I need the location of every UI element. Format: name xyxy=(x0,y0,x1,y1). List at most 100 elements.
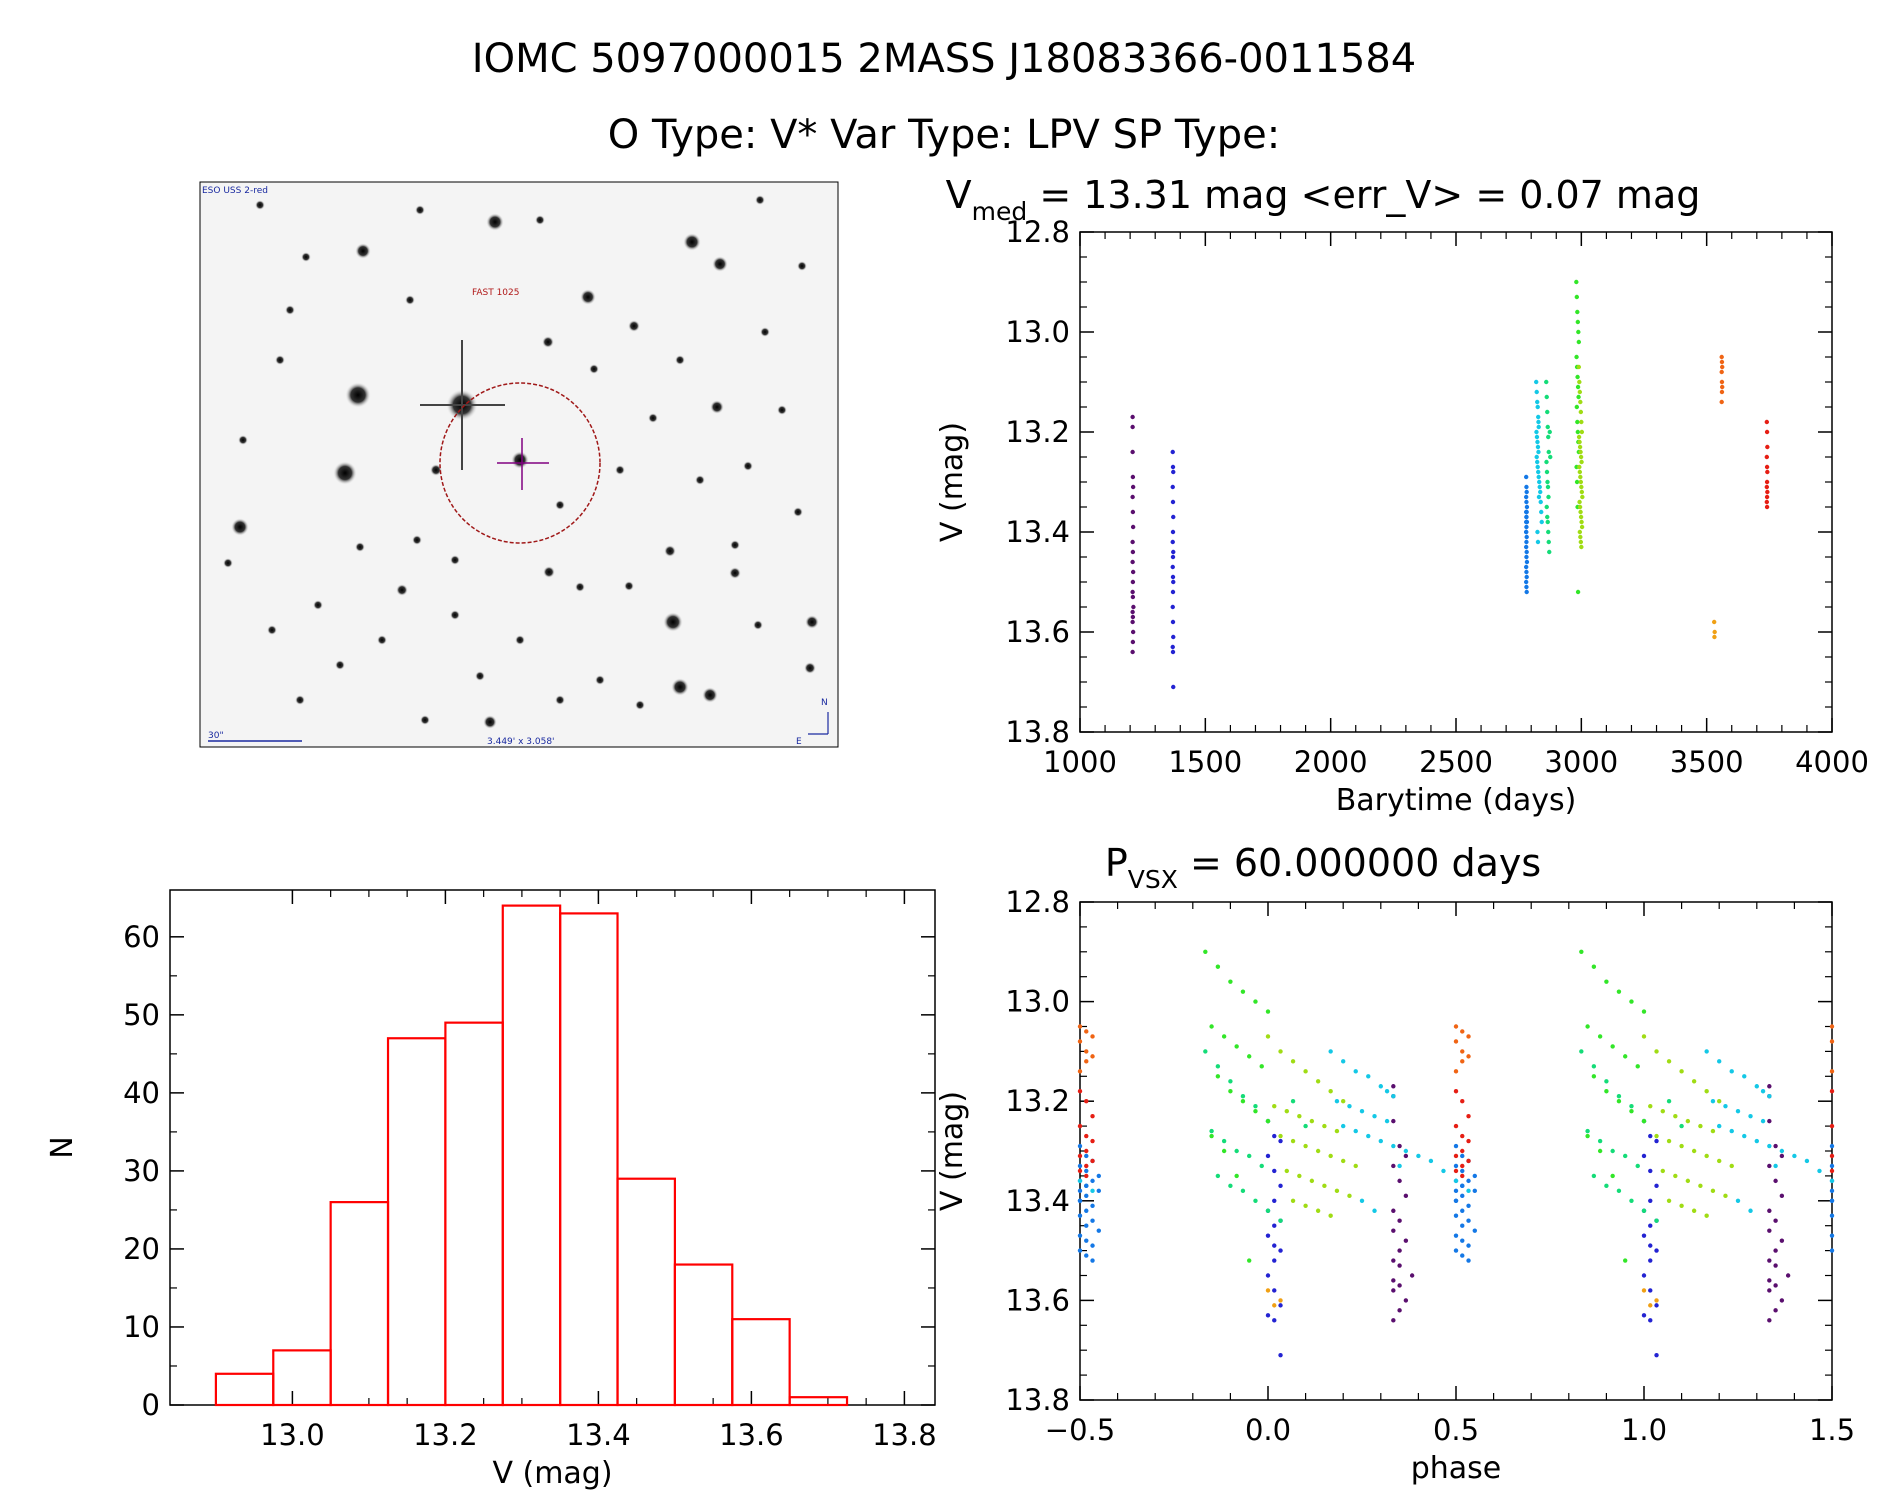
phased-point xyxy=(1240,989,1246,994)
phased-title-subscript: VSX xyxy=(1128,865,1178,894)
lightcurve-point xyxy=(1524,534,1529,540)
phased-point xyxy=(1453,1213,1459,1218)
lightcurve-point xyxy=(1536,424,1541,430)
phased-point xyxy=(1773,1263,1778,1268)
lightcurve-point xyxy=(1524,554,1529,560)
phased-point xyxy=(1397,1248,1402,1253)
lightcurve-xtick-label: 2000 xyxy=(1294,745,1368,779)
sky-star xyxy=(223,558,233,568)
phased-point xyxy=(1397,1283,1402,1288)
phased-ytick-label: 13.6 xyxy=(1005,1283,1070,1317)
phased-point xyxy=(1090,1243,1095,1248)
sky-star xyxy=(535,215,545,225)
phased-point xyxy=(1604,1079,1609,1084)
phased-point xyxy=(1215,964,1221,969)
lightcurve-point xyxy=(1579,484,1584,490)
phased-point xyxy=(1265,1118,1271,1124)
phased-point xyxy=(1579,949,1584,954)
phased-point xyxy=(1453,1198,1459,1204)
phased-point xyxy=(1829,1213,1835,1218)
lightcurve-point xyxy=(1711,619,1717,625)
lightcurve-point xyxy=(1547,549,1552,555)
lightcurve-point xyxy=(1534,434,1540,440)
phased-point xyxy=(1096,1188,1102,1194)
phased-point xyxy=(1391,1084,1396,1089)
phased-point xyxy=(1322,1183,1327,1189)
lightcurve-point xyxy=(1548,454,1553,460)
compass-north-label: N xyxy=(821,698,828,708)
phased-point xyxy=(1215,1173,1221,1179)
sky-star xyxy=(295,695,305,705)
lightcurve-point xyxy=(1578,509,1583,515)
phased-point xyxy=(1077,1178,1083,1184)
phased-point xyxy=(1278,1248,1283,1253)
phased-point xyxy=(1453,1069,1459,1074)
phased-point xyxy=(1391,1163,1396,1169)
phased-point xyxy=(1679,1143,1684,1149)
lightcurve-point xyxy=(1170,574,1176,580)
lightcurve-point xyxy=(1171,469,1176,475)
lightcurve-ytick-label: 13.0 xyxy=(1005,315,1070,349)
sky-star xyxy=(450,555,460,565)
lightcurve-point xyxy=(1534,389,1539,395)
sky-star xyxy=(595,675,605,685)
phased-point xyxy=(1460,1163,1465,1169)
lightcurve-xlabel: Barytime (days) xyxy=(1336,783,1577,818)
phased-point xyxy=(1203,1049,1208,1054)
phased-point xyxy=(1428,1158,1434,1164)
phased-point xyxy=(1691,1148,1697,1154)
phased-point xyxy=(1654,1183,1659,1189)
lightcurve-point xyxy=(1535,404,1540,410)
lightcurve-title-rest: = 13.31 mag <err_V> = 0.07 mag xyxy=(1027,173,1700,217)
phased-point xyxy=(1234,1044,1239,1049)
phased-point xyxy=(1779,1193,1785,1199)
lightcurve-point xyxy=(1130,629,1136,635)
phased-point xyxy=(1077,1153,1083,1159)
sky-star xyxy=(671,678,689,696)
phased-point xyxy=(1735,1198,1741,1204)
phased-point xyxy=(1265,1288,1271,1293)
histogram-bar xyxy=(673,1263,734,1407)
lightcurve-point xyxy=(1534,454,1539,460)
lightcurve-point xyxy=(1524,574,1529,580)
phased-point xyxy=(1453,1039,1459,1044)
lightcurve-point xyxy=(1130,569,1136,575)
phased-point xyxy=(1453,1188,1459,1194)
lightcurve-point xyxy=(1524,514,1529,520)
lightcurve-point xyxy=(1719,359,1725,365)
lightcurve-point xyxy=(1170,644,1175,650)
phased-point xyxy=(1334,1128,1340,1134)
lightcurve-point xyxy=(1539,519,1544,525)
phased-point xyxy=(1735,1108,1741,1114)
histogram-xtick-label: 13.6 xyxy=(719,1418,784,1452)
phased-point xyxy=(1704,1153,1709,1159)
phased-point xyxy=(1077,1233,1083,1238)
phased-point xyxy=(1654,1049,1659,1054)
sky-star xyxy=(511,451,529,469)
sky-star xyxy=(486,213,504,231)
phased-point xyxy=(1341,1123,1346,1129)
lightcurve-point xyxy=(1544,469,1550,475)
lightcurve-point xyxy=(1576,434,1582,440)
phased-point xyxy=(1341,1099,1346,1104)
phased-point xyxy=(1623,1258,1628,1263)
phased-point xyxy=(1742,1133,1747,1139)
lightcurve-point xyxy=(1170,604,1175,610)
phased-point xyxy=(1391,1143,1396,1149)
lightcurve-point xyxy=(1130,609,1135,615)
phased-point xyxy=(1460,1223,1465,1228)
phased-point xyxy=(1384,1089,1390,1094)
sky-star xyxy=(624,581,634,591)
lightcurve-axes-frame xyxy=(1079,231,1833,733)
phased-ytick-label: 13.4 xyxy=(1005,1184,1070,1218)
phased-point xyxy=(1077,1198,1083,1204)
lightcurve-point xyxy=(1534,379,1539,385)
lightcurve-point xyxy=(1536,494,1542,500)
phased-point xyxy=(1829,1153,1835,1159)
phased-point xyxy=(1290,1138,1296,1144)
lightcurve-point xyxy=(1524,489,1529,495)
lightcurve-point xyxy=(1130,649,1135,655)
sky-star xyxy=(793,507,803,517)
lightcurve-point xyxy=(1577,469,1583,475)
lightcurve-point xyxy=(1130,579,1136,585)
